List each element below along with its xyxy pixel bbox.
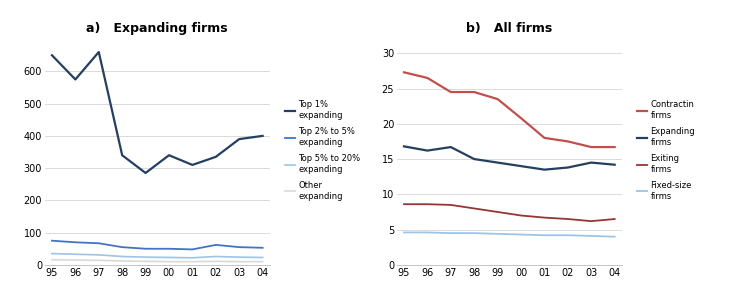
Legend: Contractin
firms, Expanding
firms, Exiting
firms, Fixed-size
firms: Contractin firms, Expanding firms, Exiti… [637,101,695,200]
Title: a)   Expanding firms: a) Expanding firms [86,22,228,35]
Title: b)   All firms: b) All firms [466,22,553,35]
Legend: Top 1%
expanding, Top 2% to 5%
expanding, Top 5% to 20%
expanding, Other
expandi: Top 1% expanding, Top 2% to 5% expanding… [285,101,360,200]
